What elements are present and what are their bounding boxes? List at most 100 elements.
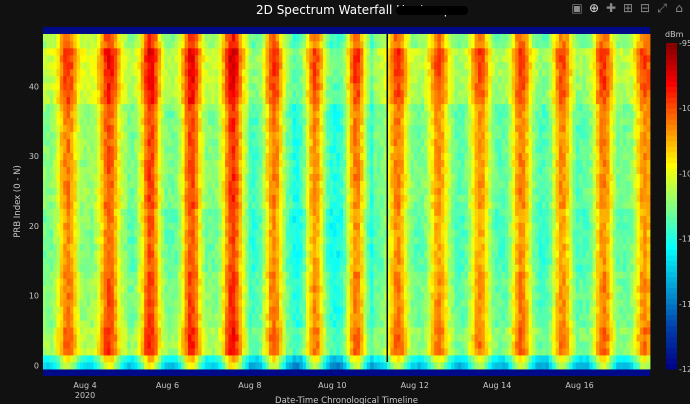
heatmap-cell [96,250,101,258]
autoscale-icon[interactable]: ⤢ [657,1,667,15]
heatmap-cell [383,75,388,84]
heatmap-cell [56,124,61,133]
heatmap-cell [353,75,358,84]
heatmap-cell [194,89,199,98]
heatmap-cell [161,222,165,230]
heatmap-cell [130,334,135,342]
heatmap-cell [380,152,384,161]
heatmap-cell [326,327,331,335]
heatmap-cell [110,75,115,84]
heatmap-cell [373,320,378,328]
heatmap-cell [376,257,381,265]
heatmap-cell [144,138,148,147]
heatmap-cell [69,250,74,258]
heatmap-cell [353,348,358,356]
heatmap-cell [373,208,378,216]
heatmap-cell [56,166,61,174]
zoom-icon[interactable]: ⊕ [588,1,600,15]
heatmap-cell [235,75,239,84]
heatmap-cell [130,103,135,112]
heatmap-cell [184,327,189,335]
heatmap-cell [292,159,297,167]
heatmap-cell [113,96,118,105]
heatmap-cell [164,250,169,258]
heatmap-cell [56,215,61,223]
heatmap-cell [188,362,192,370]
heatmap-cell [390,341,395,349]
heatmap-cell [289,236,293,244]
heatmap-cell [66,334,71,342]
heatmap-cell [171,250,175,258]
heatmap-cell [113,131,118,140]
heatmap-cell [147,299,152,307]
heatmap-cell [103,187,108,195]
heatmap-cell [171,131,175,140]
heatmap-cell [184,82,189,91]
heatmap-cell [83,334,88,342]
heatmap-cell [76,229,81,237]
heatmap-cell [319,145,324,154]
heatmap-cell [376,159,381,167]
heatmap-cell [380,243,384,251]
heatmap-cell [356,124,361,133]
heatmap-cell [86,348,91,356]
heatmap-cell [161,103,165,112]
heatmap-cell [319,327,324,335]
heatmap-cell [43,166,47,174]
heatmap-cell [265,334,270,342]
heatmap-cell [49,320,54,328]
heatmap-cell [319,229,324,237]
heatmap-cell [191,47,196,56]
heatmap-cell [69,47,74,56]
heatmap-cell [76,271,81,279]
heatmap-cell [59,306,64,314]
heatmap-cell [356,194,361,202]
heatmap-cell [164,173,169,181]
heatmap-cell [96,257,101,265]
heatmap-cell [157,173,162,181]
heatmap-cell [157,96,162,105]
zoom-in-icon[interactable]: ⊞ [622,1,634,15]
heatmap-cell [53,152,57,161]
heatmap-cell [214,320,219,328]
heatmap-cell [154,54,159,63]
heatmap-cell [255,89,260,98]
heatmap-cell [302,138,307,147]
heatmap-cell [171,96,175,105]
camera-icon[interactable]: ▣ [571,1,583,15]
heatmap-cell [113,236,118,244]
zoom-out-icon[interactable]: ⊟ [639,1,651,15]
heatmap-cell [73,355,78,363]
heatmap-cell [93,313,98,321]
heatmap-cell [177,362,182,370]
heatmap-cell [208,75,213,84]
pan-icon[interactable]: ✚ [605,1,617,15]
heatmap-cell [306,159,310,167]
heatmap-cell [46,145,51,154]
heatmap-cell [123,285,128,293]
heatmap-cell [191,145,196,154]
heatmap-cell [221,124,226,133]
heatmap-cell [150,250,155,258]
heatmap-cell [171,166,175,174]
heatmap-cell [255,285,260,293]
heatmap-cell [218,229,223,237]
heatmap-cell [161,327,165,335]
heatmap-cell [201,124,206,133]
heatmap-cell [137,159,142,167]
heatmap-cell [66,194,71,202]
heatmap-cell [208,306,213,314]
heatmap-cell [279,145,283,154]
heatmap-cell [130,362,135,370]
heatmap-cell [154,117,159,126]
heatmap-cell [73,68,78,77]
heatmap-cell [69,236,74,244]
heatmap-cell [130,243,135,251]
heatmap-cell [204,299,209,307]
heatmap-cell [90,89,94,98]
heatmap-cell [346,187,351,195]
heatmap-cell [306,54,310,63]
reset-axes-icon[interactable]: ⌂ [675,1,683,15]
heatmap-cells[interactable] [43,27,651,376]
